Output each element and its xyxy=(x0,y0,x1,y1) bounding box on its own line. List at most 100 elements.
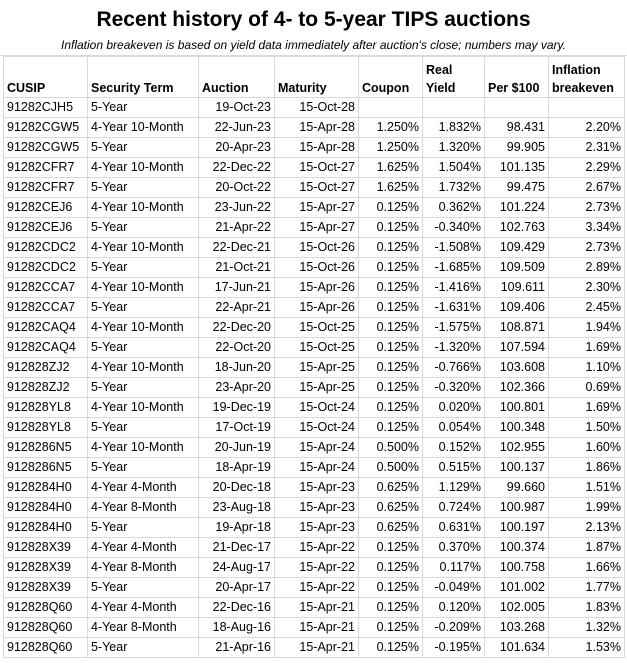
table-cell: 22-Jun-23 xyxy=(198,117,275,138)
table-cell: 4-Year 10-Month xyxy=(87,197,199,218)
table-cell: 0.125% xyxy=(358,277,423,298)
table-cell: 2.67% xyxy=(548,177,625,198)
table-cell: 15-Apr-26 xyxy=(274,297,359,318)
table-row: 9128286N5 4-Year 10-Month 20-Jun-19 15-Apr-… xyxy=(3,437,625,458)
table-cell: 101.634 xyxy=(484,637,549,658)
table-cell: 0.625% xyxy=(358,477,423,498)
table-cell: 2.13% xyxy=(548,517,625,538)
table-cell: 91282CCA7 xyxy=(3,277,88,298)
table-cell: 0.631% xyxy=(422,517,485,538)
table-cell: -0.766% xyxy=(422,357,485,378)
table-cell: 5-Year xyxy=(87,417,199,438)
table-cell: 0.125% xyxy=(358,377,423,398)
column-header: Maturity xyxy=(274,56,359,98)
table-cell: 0.125% xyxy=(358,257,423,278)
table-cell: 15-Apr-21 xyxy=(274,637,359,658)
table-cell: 0.125% xyxy=(358,397,423,418)
table-cell: 912828X39 xyxy=(3,577,88,598)
table-cell: 1.732% xyxy=(422,177,485,198)
table-cell: -0.320% xyxy=(422,377,485,398)
table-cell: 912828X39 xyxy=(3,557,88,578)
table-cell: 109.429 xyxy=(484,237,549,258)
table-cell: 103.268 xyxy=(484,617,549,638)
table-cell: 22-Oct-20 xyxy=(198,337,275,358)
table-row: 912828Q60 5-Year 21-Apr-16 15-Apr-21 0.125% -… xyxy=(3,637,625,658)
table-cell: 0.362% xyxy=(422,197,485,218)
table-cell: 0.125% xyxy=(358,217,423,238)
table-cell: 912828YL8 xyxy=(3,417,88,438)
table-cell: 4-Year 10-Month xyxy=(87,397,199,418)
table-cell: 18-Aug-16 xyxy=(198,617,275,638)
table-cell: 20-Dec-18 xyxy=(198,477,275,498)
table-cell: -1.575% xyxy=(422,317,485,338)
table-cell: 9128284H0 xyxy=(3,497,88,518)
table-cell: 22-Apr-21 xyxy=(198,297,275,318)
table-cell: 98.431 xyxy=(484,117,549,138)
table-row: 912828X39 4-Year 4-Month 21-Dec-17 15-Apr-2… xyxy=(3,537,625,558)
table-cell: 100.348 xyxy=(484,417,549,438)
table-cell: 2.31% xyxy=(548,137,625,158)
table-cell: 2.29% xyxy=(548,157,625,178)
table-cell: 100.758 xyxy=(484,557,549,578)
table-cell: 0.125% xyxy=(358,617,423,638)
table-cell: 15-Apr-22 xyxy=(274,577,359,598)
table-row: 91282CCA7 5-Year 22-Apr-21 15-Apr-26 0.125% -… xyxy=(3,297,625,318)
column-header: Inflation breakeven xyxy=(548,56,625,98)
table-cell: 101.224 xyxy=(484,197,549,218)
table-cell: 22-Dec-20 xyxy=(198,317,275,338)
table-cell: 912828Q60 xyxy=(3,617,88,638)
table-cell: 5-Year xyxy=(87,457,199,478)
table-cell: 0.125% xyxy=(358,537,423,558)
table-cell: 91282CEJ6 xyxy=(3,197,88,218)
table-cell: 1.69% xyxy=(548,397,625,418)
table-cell: 91282CDC2 xyxy=(3,257,88,278)
table-cell: 1.50% xyxy=(548,417,625,438)
table-cell: 91282CJH5 xyxy=(3,97,88,118)
table-cell: 4-Year 4-Month xyxy=(87,477,199,498)
table-cell: 15-Apr-28 xyxy=(274,137,359,158)
table-cell: 0.117% xyxy=(422,557,485,578)
table-cell: 1.32% xyxy=(548,617,625,638)
table-row: 912828ZJ2 4-Year 10-Month 18-Jun-20 15-Apr-… xyxy=(3,357,625,378)
table-cell: 5-Year xyxy=(87,97,199,118)
table-cell: 4-Year 10-Month xyxy=(87,357,199,378)
table-cell: 4-Year 4-Month xyxy=(87,597,199,618)
table-cell: -1.508% xyxy=(422,237,485,258)
header-row: CUSIP Security Term Auction Maturity Coupon R… xyxy=(3,56,625,98)
table-row: 91282CAQ4 5-Year 22-Oct-20 15-Oct-25 0.125% -… xyxy=(3,337,625,358)
table-cell: 4-Year 8-Month xyxy=(87,557,199,578)
table-cell: 1.625% xyxy=(358,157,423,178)
table-cell: -1.416% xyxy=(422,277,485,298)
column-header: Coupon xyxy=(358,56,423,98)
table-cell: 2.73% xyxy=(548,197,625,218)
table-row: 912828Q60 4-Year 8-Month 18-Aug-16 15-Apr-2… xyxy=(3,617,625,638)
table-cell: 912828Q60 xyxy=(3,597,88,618)
table-cell: 20-Apr-23 xyxy=(198,137,275,158)
table-row: 91282CGW5 5-Year 20-Apr-23 15-Apr-28 1.250% 1… xyxy=(3,137,625,158)
table-cell: 0.125% xyxy=(358,317,423,338)
table-cell: 15-Apr-26 xyxy=(274,277,359,298)
table-cell: 0.125% xyxy=(358,557,423,578)
table-cell: 912828YL8 xyxy=(3,397,88,418)
table-cell: 15-Apr-23 xyxy=(274,477,359,498)
table-cell: 18-Apr-19 xyxy=(198,457,275,478)
table-row: 91282CFR7 4-Year 10-Month 22-Dec-22 15-Oct-… xyxy=(3,157,625,178)
table-cell: 23-Jun-22 xyxy=(198,197,275,218)
table-cell: 1.94% xyxy=(548,317,625,338)
column-header: Auction xyxy=(198,56,275,98)
table-cell: 109.611 xyxy=(484,277,549,298)
table-cell: 91282CAQ4 xyxy=(3,317,88,338)
table-cell: 15-Apr-22 xyxy=(274,557,359,578)
table-cell: 0.500% xyxy=(358,437,423,458)
table-cell: 1.320% xyxy=(422,137,485,158)
table-cell: 15-Apr-27 xyxy=(274,197,359,218)
table-cell: 0.500% xyxy=(358,457,423,478)
table-cell: 5-Year xyxy=(87,577,199,598)
table-row: 9128284H0 4-Year 4-Month 20-Dec-18 15-Apr-2… xyxy=(3,477,625,498)
table-cell: 15-Apr-28 xyxy=(274,117,359,138)
table-cell: 15-Oct-25 xyxy=(274,317,359,338)
table-cell: 3.34% xyxy=(548,217,625,238)
table-cell: 107.594 xyxy=(484,337,549,358)
table-cell: 5-Year xyxy=(87,377,199,398)
